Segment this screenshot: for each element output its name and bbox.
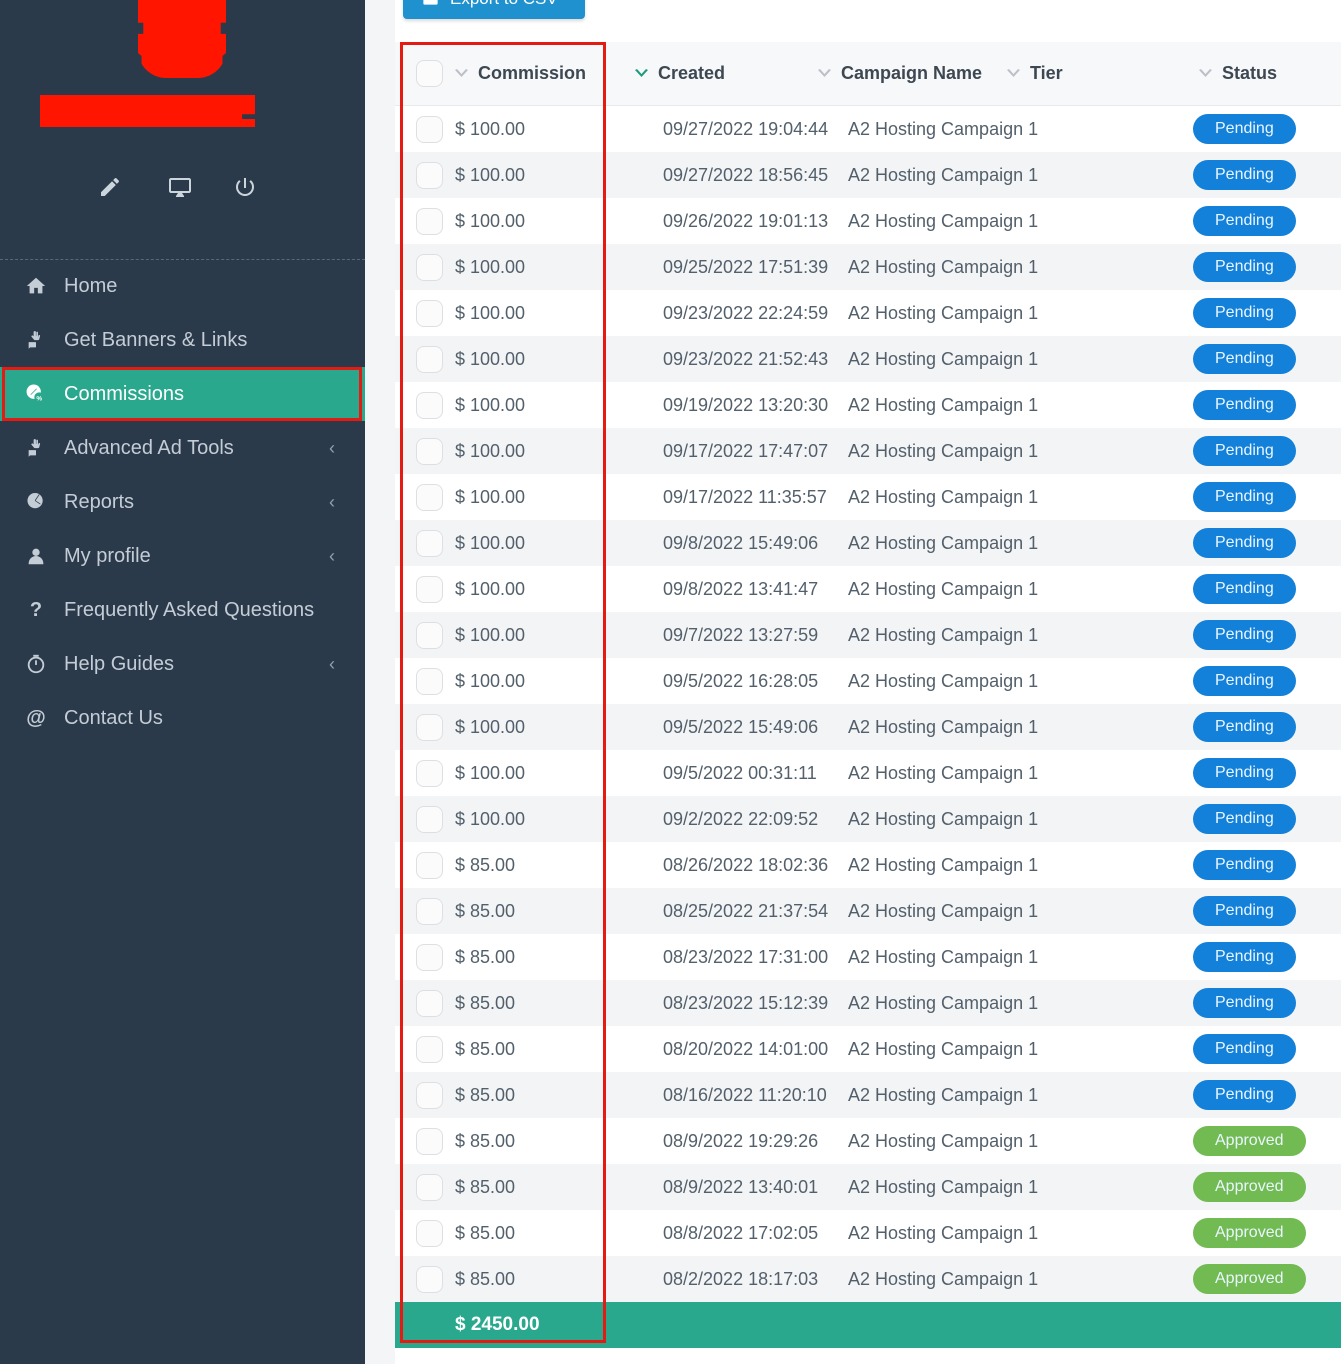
svg-text:%: % xyxy=(36,396,42,403)
